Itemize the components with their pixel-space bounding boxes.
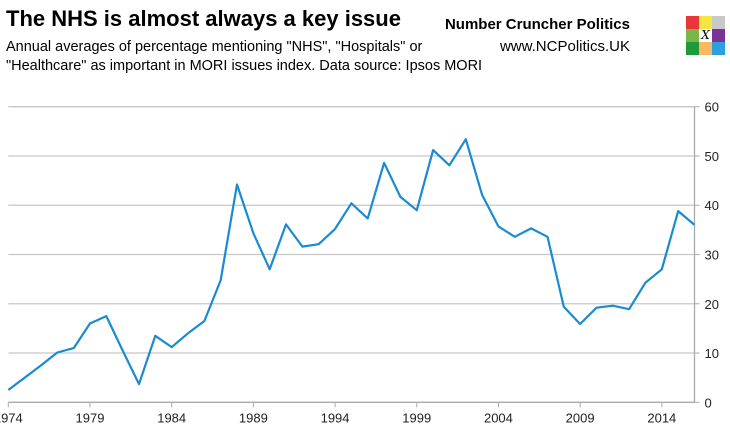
- data-point: [220, 279, 222, 281]
- data-point: [301, 246, 303, 248]
- x-tick-label: 1984: [157, 410, 186, 425]
- logo-tile: [712, 29, 725, 42]
- x-tick-label: 2004: [484, 410, 513, 425]
- data-point: [595, 307, 597, 309]
- logo-tile: [699, 42, 712, 55]
- chart-title: The NHS is almost always a key issue: [6, 6, 401, 31]
- data-point: [367, 218, 369, 220]
- x-tick-label: 1994: [321, 410, 350, 425]
- x-tick-label: 1974: [0, 410, 23, 425]
- brand: Number Cruncher Politics www.NCPolitics.…: [445, 14, 630, 58]
- data-point: [677, 210, 679, 212]
- data-point: [56, 352, 58, 354]
- data-point: [318, 243, 320, 245]
- data-point: [432, 149, 434, 151]
- data-line: [7, 138, 696, 391]
- data-point: [530, 227, 532, 229]
- data-point: [269, 268, 271, 270]
- data-point: [612, 305, 614, 307]
- data-point: [350, 202, 352, 204]
- data-point: [628, 308, 630, 310]
- y-tick-label: 30: [705, 248, 719, 263]
- y-tick-label: 50: [705, 149, 719, 164]
- y-tick-label: 20: [705, 297, 719, 312]
- data-point: [546, 236, 548, 238]
- logo-tile: [686, 42, 699, 55]
- data-point: [122, 350, 124, 352]
- data-point: [40, 364, 42, 366]
- data-point: [694, 224, 696, 226]
- data-point: [416, 209, 418, 211]
- data-point: [563, 306, 565, 308]
- y-tick-label: 0: [705, 395, 712, 410]
- data-point: [73, 347, 75, 349]
- y-tick-label: 60: [705, 100, 719, 115]
- x-tick-label: 2009: [566, 410, 595, 425]
- y-tick-label: 10: [705, 346, 719, 361]
- x-tick-label: 2014: [647, 410, 676, 425]
- data-point: [171, 346, 173, 348]
- data-point: [579, 323, 581, 325]
- logo-tile: [699, 16, 712, 29]
- data-point: [383, 162, 385, 164]
- data-point: [187, 332, 189, 334]
- brand-url[interactable]: www.NCPolitics.UK: [499, 38, 630, 55]
- data-point: [154, 335, 156, 337]
- logo-tile: X: [699, 29, 712, 42]
- data-point: [481, 194, 483, 196]
- x-tick-label: 1989: [239, 410, 268, 425]
- data-point: [7, 389, 9, 391]
- data-point: [203, 320, 205, 322]
- brand-logo: X: [686, 16, 725, 55]
- logo-tile: [712, 42, 725, 55]
- data-point: [448, 164, 450, 166]
- data-point: [285, 223, 287, 225]
- data-point: [24, 377, 26, 379]
- data-point: [399, 196, 401, 198]
- data-point: [138, 383, 140, 385]
- data-point: [236, 184, 238, 186]
- x-tick-label: 1999: [402, 410, 431, 425]
- data-point: [465, 138, 467, 140]
- data-point: [661, 268, 663, 270]
- logo-tile: [686, 29, 699, 42]
- data-point: [89, 322, 91, 324]
- logo-tile: [712, 16, 725, 29]
- data-point: [497, 225, 499, 227]
- data-point: [334, 228, 336, 230]
- brand-name: Number Cruncher Politics: [444, 16, 630, 33]
- data-point: [105, 315, 107, 317]
- data-point: [252, 232, 254, 234]
- x-tick-label: 1979: [76, 410, 105, 425]
- logo-tile: [686, 16, 699, 29]
- data-point: [644, 282, 646, 284]
- y-tick-label: 40: [705, 198, 719, 213]
- chart-subtitle: Annual averages of percentage mentioning…: [6, 39, 483, 74]
- data-point: [514, 236, 516, 238]
